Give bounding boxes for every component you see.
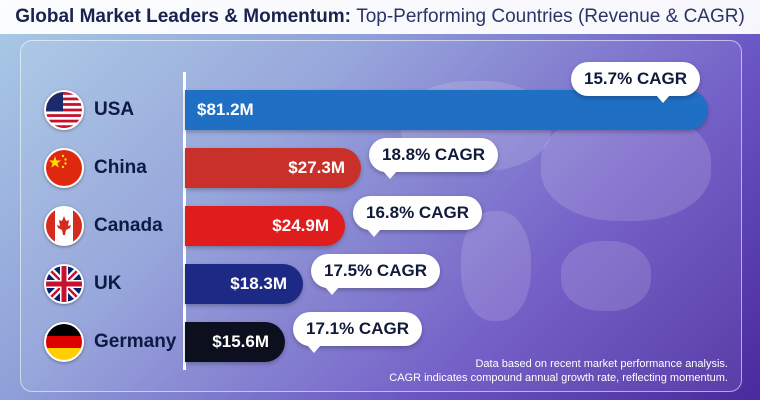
footnote: Data based on recent market performance … bbox=[389, 357, 728, 385]
chart-title: Global Market Leaders & Momentum: Top-Pe… bbox=[0, 0, 760, 34]
cagr-annotation: 18.8% CAGR bbox=[369, 138, 498, 179]
canada-flag-icon bbox=[44, 206, 84, 246]
footnote-line-1: Data based on recent market performance … bbox=[475, 358, 728, 370]
category-label-uk: UK bbox=[44, 262, 121, 306]
annotation-text: 16.8% CAGR bbox=[366, 203, 469, 222]
bubble-tail bbox=[325, 287, 339, 295]
annotation-text: 18.8% CAGR bbox=[382, 145, 485, 164]
uk-flag-icon bbox=[44, 264, 84, 304]
cagr-annotation: 15.7% CAGR bbox=[571, 62, 700, 103]
cagr-annotation: 17.5% CAGR bbox=[311, 254, 440, 295]
title-bold: Global Market Leaders & Momentum: bbox=[15, 6, 351, 27]
footnote-line-2: CAGR indicates compound annual growth ra… bbox=[389, 372, 728, 384]
annotation-text: 15.7% CAGR bbox=[584, 69, 687, 88]
cagr-annotation: 16.8% CAGR bbox=[353, 196, 482, 237]
bar-germany bbox=[185, 322, 285, 362]
tick-label: UK bbox=[94, 273, 122, 294]
world-map-decoration bbox=[461, 211, 531, 321]
usa-flag-icon bbox=[44, 90, 84, 130]
category-label-germany: Germany bbox=[44, 320, 176, 364]
china-flag-icon bbox=[44, 148, 84, 188]
title-subtitle: Top-Performing Countries (Revenue & CAGR… bbox=[356, 6, 745, 27]
data-label: $15.6M bbox=[212, 332, 269, 351]
annotation-text: 17.1% CAGR bbox=[306, 319, 409, 338]
bubble-tail bbox=[383, 171, 397, 179]
bar-uk bbox=[185, 264, 303, 304]
category-label-usa: USA bbox=[44, 88, 134, 132]
cagr-annotation: 17.1% CAGR bbox=[293, 312, 422, 353]
tick-label: Canada bbox=[94, 215, 163, 236]
data-label: $18.3M bbox=[230, 274, 287, 293]
annotation-text: 17.5% CAGR bbox=[324, 261, 427, 280]
bubble-tail bbox=[656, 95, 670, 103]
bubble-tail bbox=[367, 229, 381, 237]
tick-label: USA bbox=[94, 99, 135, 120]
bar-usa bbox=[185, 90, 708, 130]
germany-flag-icon bbox=[44, 322, 84, 362]
bar-canada bbox=[185, 206, 345, 246]
tick-label: Germany bbox=[94, 331, 177, 352]
data-label: $81.2M bbox=[197, 100, 254, 119]
bar-china bbox=[185, 148, 361, 188]
tick-label: China bbox=[94, 157, 147, 178]
category-label-china: China bbox=[44, 146, 147, 190]
category-label-canada: Canada bbox=[44, 204, 163, 248]
data-label: $24.9M bbox=[272, 216, 329, 235]
world-map-decoration bbox=[561, 241, 651, 311]
data-label: $27.3M bbox=[288, 158, 345, 177]
axis-line bbox=[183, 72, 186, 370]
bubble-tail bbox=[307, 345, 321, 353]
